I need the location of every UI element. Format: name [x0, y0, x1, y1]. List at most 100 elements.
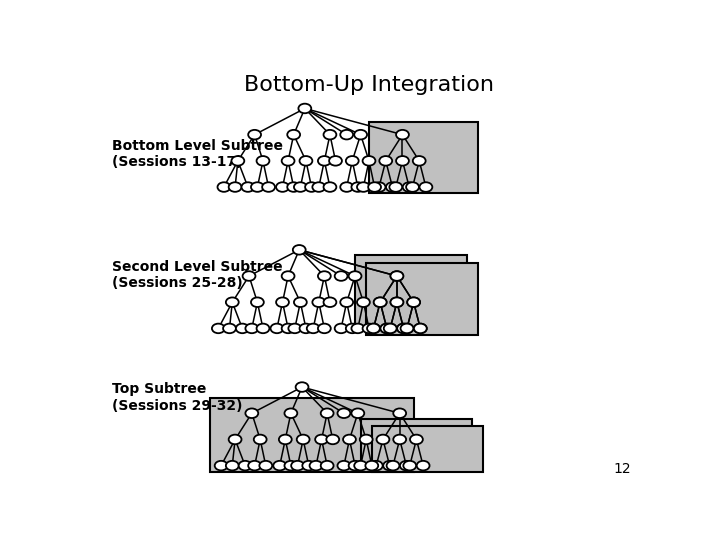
- Circle shape: [370, 461, 382, 470]
- Circle shape: [320, 408, 333, 418]
- Circle shape: [408, 298, 420, 307]
- Circle shape: [312, 298, 325, 307]
- Circle shape: [363, 156, 375, 166]
- Circle shape: [253, 435, 266, 444]
- Circle shape: [390, 298, 403, 307]
- Circle shape: [312, 183, 325, 192]
- Circle shape: [318, 156, 330, 166]
- Circle shape: [377, 435, 390, 444]
- Circle shape: [296, 382, 308, 392]
- Circle shape: [390, 271, 403, 281]
- Circle shape: [383, 461, 396, 470]
- Bar: [361, 419, 472, 464]
- Circle shape: [282, 323, 294, 333]
- Circle shape: [302, 461, 315, 470]
- Circle shape: [343, 435, 356, 444]
- Circle shape: [318, 271, 330, 281]
- Bar: [210, 397, 413, 472]
- Circle shape: [397, 323, 410, 333]
- Circle shape: [291, 461, 304, 470]
- Circle shape: [357, 183, 370, 192]
- Circle shape: [248, 461, 261, 470]
- Circle shape: [282, 271, 294, 281]
- Circle shape: [341, 298, 353, 307]
- Circle shape: [231, 156, 244, 166]
- Circle shape: [326, 435, 339, 444]
- Circle shape: [293, 245, 306, 255]
- Bar: [355, 255, 467, 327]
- Circle shape: [279, 435, 292, 444]
- Circle shape: [289, 323, 301, 333]
- Circle shape: [287, 183, 300, 192]
- Circle shape: [346, 156, 359, 166]
- Circle shape: [223, 323, 236, 333]
- Text: Bottom-Up Integration: Bottom-Up Integration: [244, 75, 494, 95]
- Circle shape: [307, 323, 320, 333]
- Circle shape: [315, 435, 328, 444]
- Circle shape: [305, 183, 318, 192]
- Circle shape: [226, 298, 239, 307]
- Circle shape: [417, 461, 430, 470]
- Circle shape: [348, 271, 361, 281]
- Circle shape: [256, 323, 269, 333]
- Circle shape: [363, 323, 375, 333]
- Circle shape: [386, 183, 399, 192]
- Circle shape: [215, 461, 228, 470]
- Circle shape: [406, 183, 419, 192]
- Circle shape: [341, 130, 353, 139]
- Circle shape: [357, 298, 370, 307]
- Circle shape: [365, 461, 378, 470]
- Circle shape: [341, 183, 353, 192]
- Circle shape: [403, 461, 416, 470]
- Circle shape: [384, 323, 397, 333]
- Circle shape: [241, 183, 254, 192]
- Text: Bottom Level Subtree
(Sessions 13-17): Bottom Level Subtree (Sessions 13-17): [112, 139, 284, 170]
- Circle shape: [393, 435, 406, 444]
- Circle shape: [346, 323, 359, 333]
- Circle shape: [410, 435, 423, 444]
- Circle shape: [396, 156, 409, 166]
- Circle shape: [300, 323, 312, 333]
- Circle shape: [217, 183, 230, 192]
- Circle shape: [323, 183, 336, 192]
- Circle shape: [246, 323, 258, 333]
- Circle shape: [243, 271, 256, 281]
- Circle shape: [380, 323, 393, 333]
- Text: Top Subtree
(Sessions 29-32): Top Subtree (Sessions 29-32): [112, 382, 243, 413]
- Circle shape: [351, 183, 364, 192]
- Circle shape: [373, 183, 385, 192]
- Circle shape: [229, 435, 241, 444]
- Circle shape: [335, 271, 348, 281]
- Circle shape: [294, 298, 307, 307]
- Circle shape: [284, 408, 297, 418]
- Circle shape: [256, 156, 269, 166]
- Circle shape: [367, 323, 380, 333]
- Circle shape: [338, 408, 351, 418]
- Circle shape: [414, 323, 427, 333]
- Circle shape: [397, 323, 410, 333]
- Circle shape: [287, 130, 300, 139]
- Circle shape: [259, 461, 272, 470]
- Circle shape: [323, 298, 336, 307]
- Circle shape: [400, 461, 413, 470]
- Circle shape: [402, 183, 415, 192]
- Circle shape: [393, 408, 406, 418]
- Bar: [369, 122, 478, 193]
- Text: Second Level Subtree
(Sessions 25-28): Second Level Subtree (Sessions 25-28): [112, 260, 283, 290]
- Circle shape: [390, 183, 402, 192]
- Circle shape: [354, 130, 367, 139]
- Circle shape: [338, 461, 351, 470]
- Circle shape: [239, 461, 251, 470]
- Circle shape: [251, 183, 264, 192]
- Circle shape: [229, 183, 241, 192]
- Circle shape: [380, 323, 393, 333]
- Circle shape: [396, 130, 409, 139]
- Circle shape: [351, 323, 364, 333]
- Circle shape: [276, 183, 289, 192]
- Bar: [372, 427, 483, 472]
- Circle shape: [284, 461, 297, 470]
- Circle shape: [354, 461, 367, 470]
- Bar: [366, 263, 478, 335]
- Circle shape: [282, 156, 294, 166]
- Circle shape: [271, 323, 284, 333]
